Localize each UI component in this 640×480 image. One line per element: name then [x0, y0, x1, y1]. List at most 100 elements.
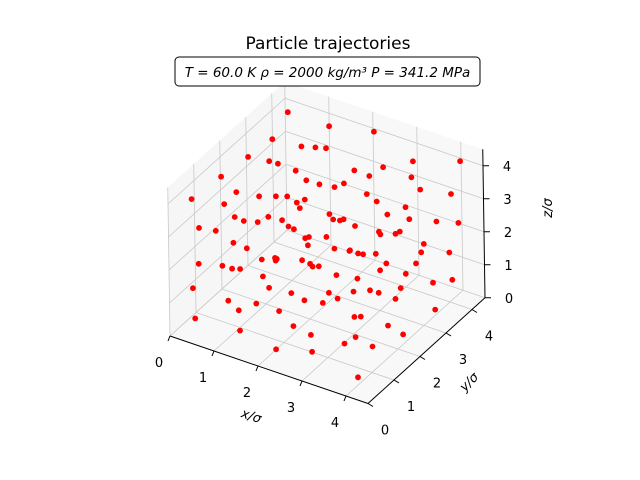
y-tick-label: 4: [485, 330, 493, 345]
particle-point: [377, 231, 384, 238]
y-tick-label: 3: [459, 353, 467, 368]
particle-point: [230, 239, 237, 246]
particle-point: [218, 173, 225, 180]
particle-point: [330, 216, 337, 223]
grid-line-y-floor: [221, 288, 421, 357]
particle-point: [293, 199, 300, 206]
y-axis-label: y/σ: [456, 370, 482, 396]
grid-line-x-back: [416, 126, 420, 276]
particle-point: [273, 346, 279, 353]
particle-point: [418, 249, 425, 256]
particle-point: [383, 260, 390, 267]
particle-point: [396, 228, 403, 235]
x-tick-label: 4: [331, 416, 339, 431]
particle-point: [301, 297, 308, 304]
particle-point: [235, 307, 242, 314]
grid-line-z-left: [168, 130, 286, 238]
particle-point: [402, 270, 409, 277]
grid-line-x-back: [460, 141, 464, 291]
particle-point: [190, 285, 196, 292]
particle-point: [413, 260, 419, 267]
particle-point: [350, 288, 357, 295]
particle-point: [331, 184, 338, 191]
particle-point: [195, 260, 202, 267]
particle-point: [446, 249, 453, 256]
particle-point: [323, 145, 329, 152]
z-tick-label: 0: [505, 292, 513, 307]
particle-point: [326, 289, 332, 296]
particle-point: [225, 297, 232, 304]
particle-point: [260, 273, 266, 280]
particle-point: [266, 284, 272, 291]
particle-point: [363, 191, 370, 198]
particle-point: [375, 289, 382, 296]
x-tick: [343, 395, 347, 402]
x-tick-label: 2: [243, 386, 251, 401]
particle-point: [455, 220, 462, 226]
particle-point: [333, 272, 340, 278]
z-tick-label: 4: [503, 160, 511, 175]
particle-point: [319, 300, 326, 306]
particle-point: [272, 257, 279, 264]
points: [188, 109, 463, 381]
x-tick-label: 3: [287, 401, 295, 416]
particle-point: [302, 235, 309, 242]
particle-point: [243, 245, 250, 252]
particle-point: [292, 167, 299, 174]
particle-point: [392, 296, 399, 302]
particle-point: [347, 247, 353, 254]
x-axis-label: x/σ: [238, 406, 264, 427]
particle-point: [341, 340, 348, 347]
x-tick: [299, 380, 303, 387]
particle-point: [410, 158, 416, 165]
y-tick: [393, 379, 400, 384]
particle-point: [298, 143, 305, 150]
grid-line-z-left: [169, 229, 288, 337]
particle-point: [245, 154, 252, 160]
particle-point: [337, 217, 343, 224]
z-tick-label: 1: [504, 259, 512, 274]
particle-point: [212, 227, 219, 234]
particle-point: [406, 216, 413, 223]
y-tick: [419, 356, 426, 360]
annotation-text: T = 60.0 K ρ = 2000 kg/m³ P = 341.2 MPa: [185, 65, 471, 81]
particle-point: [334, 295, 341, 302]
particle-point: [275, 160, 281, 167]
left-pane: [167, 81, 287, 336]
grid-line-y-floor: [195, 312, 395, 381]
particle-point: [326, 123, 332, 130]
grid-line-y-floor: [273, 241, 473, 310]
back-pane: [284, 81, 485, 298]
annotation-box: [174, 56, 481, 87]
particle-point: [240, 218, 247, 224]
particle-point: [192, 315, 199, 322]
x-tick-label: 0: [155, 356, 163, 371]
particle-point: [253, 300, 260, 307]
particle-point: [285, 223, 292, 230]
grid-line-x-back: [372, 111, 376, 261]
particle-point: [400, 331, 406, 338]
particle-point: [355, 250, 361, 257]
grid-line-x-floor: [345, 289, 464, 397]
particle-point: [352, 334, 359, 340]
particle-point: [265, 213, 272, 220]
y-tick: [471, 309, 478, 313]
y-tick: [367, 403, 374, 407]
particle-point: [237, 266, 244, 272]
particle-point: [188, 196, 195, 203]
grid-line-y-left: [167, 187, 171, 337]
particle-point: [354, 275, 361, 282]
particle-point: [221, 201, 228, 208]
grid-line-z-left: [168, 163, 287, 271]
particle-point: [357, 313, 364, 320]
particle-point: [355, 374, 361, 381]
particle-point: [392, 230, 399, 237]
particle-point: [369, 343, 376, 350]
particle-point: [266, 158, 273, 165]
particle-point: [258, 256, 265, 263]
z-axis-label: z/σ: [541, 198, 556, 219]
particle-point: [254, 219, 261, 226]
particle-point: [296, 205, 303, 212]
